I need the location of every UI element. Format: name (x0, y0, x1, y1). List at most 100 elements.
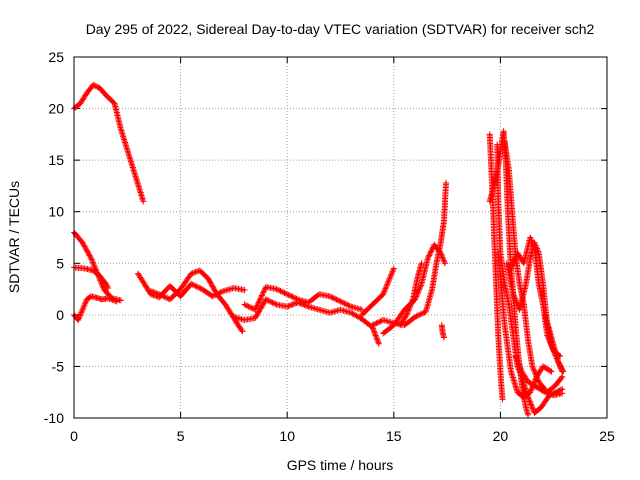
data-point (381, 287, 388, 294)
data-point (525, 395, 532, 402)
data-point (259, 291, 266, 298)
data-point (80, 305, 87, 312)
x-tick-label: 20 (493, 428, 509, 444)
data-point (79, 306, 86, 313)
data-point (377, 318, 384, 325)
data-point (189, 270, 196, 277)
data-point (188, 280, 195, 287)
data-point (384, 281, 391, 288)
data-point (528, 237, 535, 244)
data-point (209, 293, 216, 300)
data-point (548, 368, 555, 375)
data-point (526, 397, 533, 404)
data-point (212, 288, 219, 295)
data-point (154, 290, 161, 297)
data-point (80, 303, 87, 310)
data-point (531, 369, 538, 376)
data-point (268, 298, 275, 305)
data-point (77, 311, 84, 318)
data-point (530, 366, 537, 373)
data-point (281, 289, 288, 296)
plot-frame (73, 56, 608, 419)
data-point (254, 302, 261, 309)
data-point (292, 300, 299, 307)
series-arc-15 (486, 131, 506, 403)
data-point (372, 332, 379, 339)
data-point (85, 249, 92, 256)
data-point (326, 293, 333, 300)
data-point (515, 360, 522, 367)
data-point (80, 240, 87, 247)
data-point (373, 320, 380, 327)
data-point (78, 309, 85, 316)
series-arc-22 (512, 353, 566, 399)
data-point (289, 293, 296, 300)
series-arc-3 (71, 264, 112, 292)
data-point (147, 288, 154, 295)
data-point (375, 340, 382, 347)
data-point (439, 254, 446, 261)
data-point (374, 337, 381, 344)
data-point (535, 248, 542, 255)
data-point (112, 297, 119, 304)
data-point (558, 365, 565, 372)
data-point (286, 302, 293, 309)
data-point (406, 304, 413, 311)
data-point (418, 310, 425, 317)
data-point (417, 282, 424, 289)
data-point (341, 300, 348, 307)
data-point (514, 358, 521, 365)
data-point (218, 288, 225, 295)
data-point (329, 294, 336, 301)
data-point (109, 296, 116, 303)
data-point (513, 298, 520, 305)
data-point (258, 293, 265, 300)
data-point (529, 240, 536, 247)
data-point (540, 388, 547, 395)
data-point (288, 293, 295, 300)
data-point (160, 293, 167, 300)
data-point (512, 353, 519, 360)
data-point (402, 313, 409, 320)
data-point (298, 301, 305, 308)
data-point (559, 368, 566, 375)
data-point (381, 288, 388, 295)
data-point (211, 287, 218, 294)
data-point (90, 262, 97, 269)
data-point (533, 375, 540, 382)
data-point (510, 292, 517, 299)
data-point (387, 272, 394, 279)
data-point (81, 300, 88, 307)
data-point (278, 288, 285, 295)
data-point (188, 270, 195, 277)
data-point (110, 297, 117, 304)
data-point (334, 297, 341, 304)
data-point (285, 303, 292, 310)
data-point (416, 311, 423, 318)
data-point (206, 278, 213, 285)
data-point (84, 248, 91, 255)
series-arc-21 (542, 311, 566, 375)
data-point (277, 288, 284, 295)
data-point (517, 365, 524, 372)
data-point (518, 367, 525, 374)
data-point (528, 402, 535, 409)
data-point (369, 322, 376, 329)
data-point (340, 299, 347, 306)
data-point (244, 302, 251, 309)
data-point (284, 303, 291, 310)
data-point (75, 317, 82, 324)
data-point (256, 298, 263, 305)
data-point (530, 243, 537, 250)
data-point (404, 310, 411, 317)
data-point (556, 361, 563, 368)
data-point (543, 389, 550, 396)
data-point (427, 249, 434, 256)
y-tick-label: 25 (48, 49, 64, 65)
data-point (440, 334, 447, 341)
data-point (409, 297, 416, 304)
series-arc-9 (358, 265, 397, 318)
data-point (337, 298, 344, 305)
data-point (557, 364, 564, 371)
data-point (527, 234, 534, 241)
